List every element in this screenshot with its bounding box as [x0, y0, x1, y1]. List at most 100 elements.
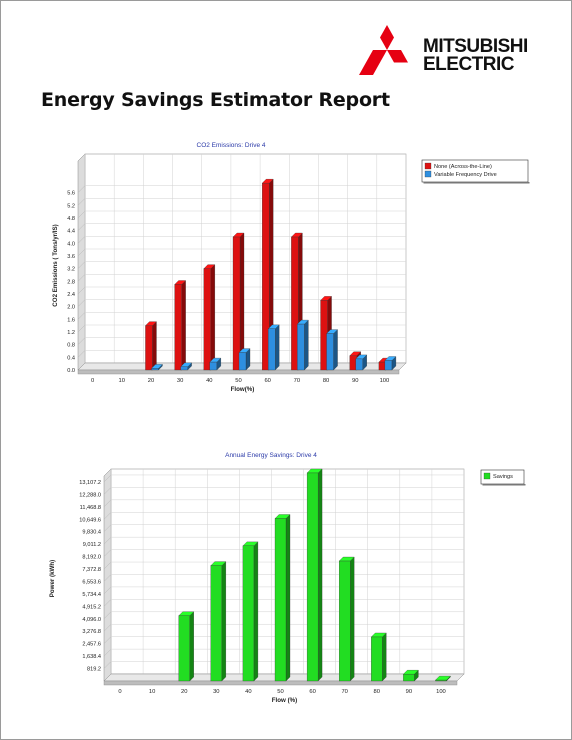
co2-legend-label: None (Across-the-Line)	[434, 164, 492, 170]
co2-bar-variable-frequency-drive-70	[297, 319, 309, 371]
savings-xtick-label: 0	[118, 689, 121, 695]
savings-ytick-label: 4,915.2	[82, 604, 101, 610]
co2-legend-swatch	[424, 162, 432, 170]
savings-ytick-label: 9,830.4	[82, 530, 101, 536]
savings-bar-savings-40	[242, 541, 259, 682]
chart-1-title: CO2 Emissions: Drive 4	[196, 142, 266, 149]
savings-x-axis-label: Flow (%)	[272, 697, 297, 704]
co2-xtick-label: 40	[206, 378, 212, 384]
co2-bar-variable-frequency-drive-20	[151, 364, 163, 371]
co2-plot-wall	[84, 153, 407, 364]
savings-ytick-label: 13,107.2	[79, 480, 101, 486]
savings-bar-savings-100	[435, 675, 451, 682]
savings-xtick-label: 90	[406, 689, 412, 695]
co2-bar-variable-frequency-drive-60	[267, 324, 280, 371]
savings-xtick-label: 50	[277, 689, 283, 695]
savings-bar-savings-30	[210, 561, 227, 682]
co2-ytick-label: 0.4	[67, 355, 75, 361]
savings-legend: Savings	[480, 469, 526, 486]
savings-bar-savings-90	[403, 669, 419, 682]
co2-bar-variable-frequency-drive-80	[326, 329, 338, 371]
co2-bar-variable-frequency-drive-90	[355, 354, 368, 371]
savings-grid-diag	[103, 549, 112, 557]
savings-grid-diag	[103, 636, 112, 644]
co2-bar-variable-frequency-drive-30	[180, 362, 192, 371]
savings-grid-diag	[103, 524, 112, 532]
co2-y-axis-label: CO2 Emissions ( Tons/yr/IS)	[52, 224, 59, 306]
savings-legend-label: Savings	[493, 474, 513, 480]
savings-ytick-label: 2,457.6	[82, 642, 101, 648]
savings-grid-diag	[103, 611, 112, 619]
savings-ytick-label: 9,011.2	[83, 542, 101, 548]
co2-legend-label: Variable Frequency Drive	[434, 172, 497, 178]
co2-bar-variable-frequency-drive-50	[238, 348, 251, 371]
co2-ytick-label: 0.8	[67, 343, 75, 349]
co2-ytick-label: 2.8	[67, 279, 75, 285]
savings-ytick-label: 8,192.0	[82, 555, 101, 561]
savings-xtick-label: 20	[181, 689, 187, 695]
co2-grid-diag	[77, 350, 86, 358]
co2-bar-variable-frequency-drive-40	[209, 357, 222, 371]
co2-bar-variable-frequency-drive-100	[384, 356, 397, 371]
co2-xtick-label: 100	[380, 378, 390, 384]
savings-grid-diag	[103, 648, 112, 657]
annual-energy-savings-chart: 819.2 1,638.4 2,457.6 3,276.8 4,096.0 4,915.2…	[49, 468, 526, 704]
co2-bar-none-across-the-line--30	[174, 280, 186, 371]
co2-ytick-label: 1.2	[67, 330, 75, 336]
co2-xtick-label: 0	[91, 378, 94, 384]
co2-ytick-label: 5.6	[67, 191, 75, 197]
savings-grid-diag	[103, 499, 112, 508]
report-title: Energy Savings Estimator Report	[41, 89, 390, 111]
savings-bar-savings-70	[338, 556, 355, 682]
savings-grid-diag	[103, 624, 112, 632]
co2-grid-diag	[77, 210, 86, 219]
savings-legend-shadow	[482, 484, 526, 486]
co2-x-axis-label: Flow(%)	[231, 386, 255, 393]
savings-bar-savings-60	[306, 468, 323, 682]
chart-2-title: Annual Energy Savings: Drive 4	[225, 452, 317, 459]
co2-grid-diag	[77, 274, 86, 282]
savings-xtick-label: 30	[213, 689, 219, 695]
savings-ytick-label: 819.2	[87, 667, 101, 673]
co2-grid-diag	[77, 198, 86, 206]
co2-ytick-label: 1.6	[67, 317, 75, 323]
co2-bar-none-across-the-line--20	[145, 321, 157, 371]
savings-ytick-label: 3,276.8	[82, 629, 101, 635]
savings-grid-diag	[103, 512, 112, 520]
co2-floor-edge	[77, 369, 400, 375]
co2-xtick-label: 90	[352, 378, 358, 384]
co2-xtick-label: 20	[148, 378, 154, 384]
co2-emissions-chart: 0.0 0.4 0.8 1.2 1.6 2.0 2.4 2.8 3.2 3.6 4.0 4.4 4.8 5…	[52, 153, 530, 393]
savings-xtick-label: 80	[374, 689, 380, 695]
co2-ytick-label: 0.0	[67, 368, 75, 374]
savings-ytick-label: 12,288.0	[79, 492, 101, 498]
savings-xtick-label: 60	[309, 689, 315, 695]
savings-xtick-label: 40	[245, 689, 251, 695]
co2-ytick-label: 2.4	[67, 292, 75, 298]
savings-legend-swatch	[483, 472, 491, 480]
brand-line-2: ELECTRIC	[423, 54, 514, 75]
co2-xtick-label: 60	[264, 378, 270, 384]
co2-ytick-label: 4.8	[67, 216, 75, 222]
co2-grid-diag	[77, 223, 86, 231]
co2-bar-none-across-the-line--50	[232, 232, 245, 371]
co2-grid-diag	[77, 286, 86, 295]
co2-xtick-label: 30	[177, 378, 183, 384]
co2-ytick-label: 5.2	[67, 203, 75, 209]
savings-ytick-label: 5,734.4	[82, 592, 101, 598]
savings-ytick-label: 4,096.0	[82, 617, 101, 623]
co2-grid-diag	[77, 261, 86, 269]
co2-ytick-label: 4.4	[67, 229, 75, 235]
brand-wordmark: MITSUBISHI ELECTRIC	[423, 37, 528, 75]
savings-grid-diag	[103, 487, 112, 495]
savings-ytick-label: 11,468.8	[80, 505, 101, 511]
co2-ytick-label: 3.6	[67, 254, 75, 260]
savings-grid-diag	[103, 599, 112, 607]
co2-xtick-label: 50	[235, 378, 241, 384]
savings-xtick-label: 100	[436, 689, 446, 695]
co2-grid-diag	[77, 324, 86, 333]
savings-y-axis-label: Power (kWh)	[49, 560, 56, 597]
co2-grid-diag	[77, 299, 86, 307]
savings-xtick-label: 10	[149, 689, 155, 695]
